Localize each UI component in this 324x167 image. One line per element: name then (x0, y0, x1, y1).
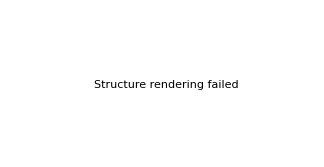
Text: Structure rendering failed: Structure rendering failed (94, 80, 238, 90)
